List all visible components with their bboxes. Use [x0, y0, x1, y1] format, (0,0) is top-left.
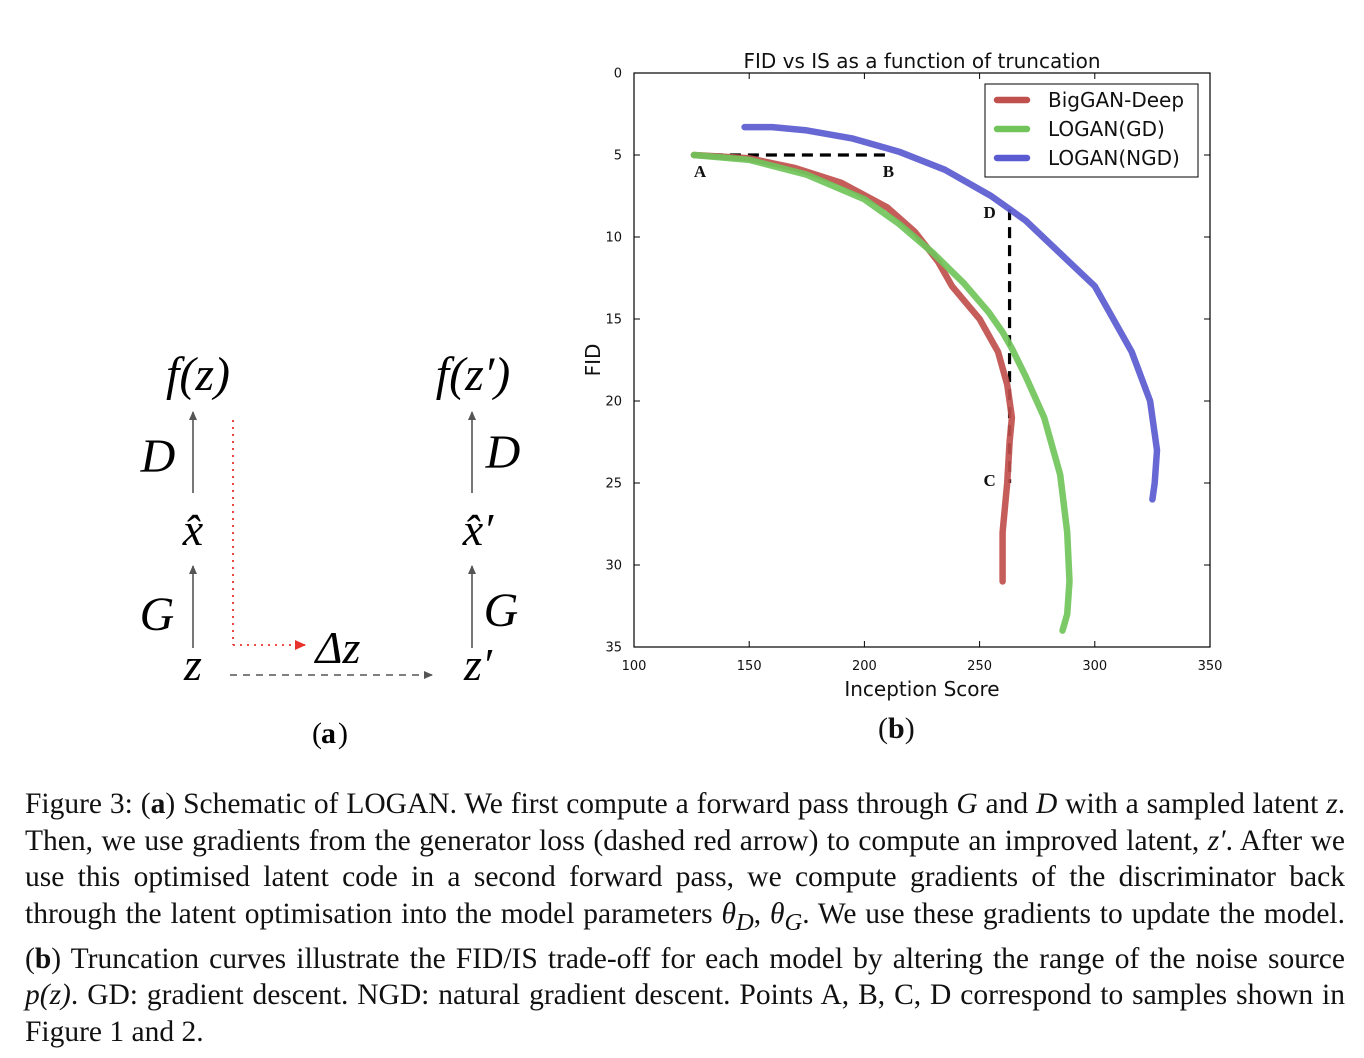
y-tick-label: 30: [605, 559, 622, 574]
series-line-logan-gd-: [690, 151, 1073, 634]
label-d-right: D: [485, 426, 521, 479]
y-tick-label: 35: [605, 641, 622, 656]
plot-frame: [633, 72, 1211, 648]
caption-part-a-1: Schematic of LOGAN. We first compute a f…: [183, 788, 949, 820]
y-tick-label: 25: [605, 477, 622, 492]
label-g-left: G: [140, 588, 175, 641]
series-line-logan-ngd-: [741, 123, 1161, 503]
sublabel-b: b: [888, 712, 905, 745]
caption-comma: ,: [753, 897, 762, 930]
caption-part-a-2: with a sampled latent: [1065, 788, 1319, 820]
label-xhat-prime: x̂′: [462, 504, 494, 555]
caption-b-tag: b: [34, 942, 52, 975]
label-f-z: f(z): [166, 348, 230, 401]
caption-sub-d: D: [736, 908, 754, 936]
sublabel-b-wrap: (b): [878, 712, 915, 745]
point-label-a: A: [694, 162, 707, 181]
caption-d: D: [1036, 788, 1058, 820]
y-tick-label: 15: [605, 313, 622, 328]
x-tick-label: 150: [737, 659, 762, 674]
sublabel-a: a: [321, 717, 336, 750]
caption-theta-d: θ: [721, 897, 737, 930]
y-tick-label: 0: [614, 67, 622, 82]
caption-z: z: [1326, 788, 1338, 820]
label-g-right: G: [484, 584, 519, 637]
figure-caption: Figure 3: (a) Schematic of LOGAN. We fir…: [25, 788, 1346, 1048]
x-tick-label: 300: [1082, 659, 1107, 674]
label-d-left: D: [140, 430, 176, 483]
caption-part-b-2: . GD: gradient descent. NGD: natural gra…: [25, 979, 1345, 1048]
point-label-d: D: [984, 203, 996, 222]
caption-label: Figure 3:: [25, 788, 133, 820]
series-line-biggan-deep: [690, 151, 1016, 585]
caption-and: and: [985, 788, 1029, 820]
label-z-prime: z′: [463, 639, 493, 690]
caption-part-a-3: . Then, we use gradients from the genera…: [25, 788, 1346, 857]
caption-part-a-5: . We use these gradients to update the m…: [802, 897, 1346, 930]
x-tick-label: 350: [1198, 659, 1223, 674]
legend-label-logan-gd-: LOGAN(GD): [1048, 117, 1165, 141]
logan-schematic: f(z) f(z′) D D x̂ x̂′ G G z z′ Δz ( a ): [140, 348, 521, 750]
caption-pz: p(z): [25, 979, 71, 1012]
sublabel-a-open: (: [312, 717, 322, 750]
label-f-z-prime: f(z′): [436, 348, 510, 401]
x-tick-label: 200: [852, 659, 877, 674]
y-axis-label: FID: [581, 344, 605, 377]
point-label-b: B: [883, 162, 894, 181]
y-tick-label: 20: [605, 395, 622, 410]
legend-label-logan-ngd-: LOGAN(NGD): [1048, 146, 1180, 170]
x-tick-label: 100: [622, 659, 647, 674]
caption-z-prime: z′: [1207, 824, 1226, 857]
label-delta-z: Δz: [314, 622, 361, 673]
caption-part-a-4: . After we use this optimised latent cod…: [25, 824, 1346, 930]
label-z: z: [183, 639, 202, 690]
caption-sub-g: G: [784, 908, 803, 936]
legend-label-biggan-deep: BigGAN-Deep: [1048, 88, 1184, 112]
x-tick-label: 250: [967, 659, 992, 674]
chart-title: FID vs IS as a function of truncation: [743, 49, 1100, 73]
caption-a-tag: a: [150, 788, 166, 820]
x-axis-label: Inception Score: [844, 677, 999, 701]
caption-theta-g: θ: [769, 897, 785, 930]
point-label-c: C: [984, 471, 996, 490]
sublabel-a-close: ): [338, 717, 348, 750]
fid-vs-is-chart: 100 150 200 250 300 350 0 5 10 15 20 25 30 35 FID vs I…: [581, 49, 1223, 701]
y-tick-label: 10: [605, 231, 622, 246]
y-tick-label: 5: [614, 149, 622, 164]
caption-g: G: [956, 788, 978, 820]
label-xhat: x̂: [182, 504, 204, 555]
caption-part-b-1: Truncation curves illustrate the FID/IS …: [70, 942, 1345, 975]
